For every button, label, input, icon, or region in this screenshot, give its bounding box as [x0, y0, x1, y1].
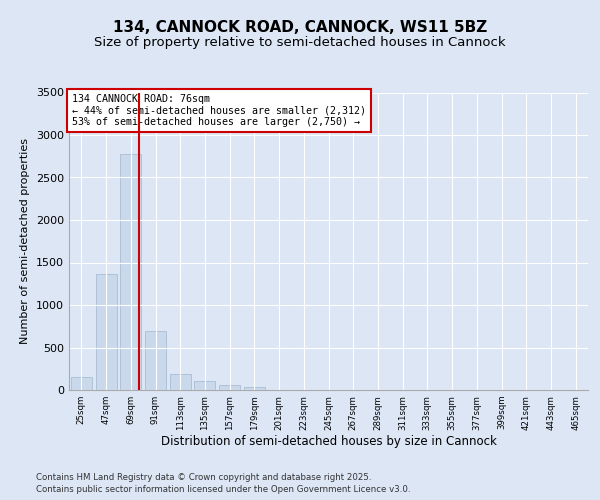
Bar [194, 380, 215, 390]
Bar [219, 386, 240, 390]
Bar [145, 330, 166, 390]
Text: Size of property relative to semi-detached houses in Cannock: Size of property relative to semi-detach… [94, 36, 506, 49]
X-axis label: Distribution of semi-detached houses by size in Cannock: Distribution of semi-detached houses by … [161, 436, 496, 448]
Bar [95, 274, 116, 390]
Text: 134, CANNOCK ROAD, CANNOCK, WS11 5BZ: 134, CANNOCK ROAD, CANNOCK, WS11 5BZ [113, 20, 487, 35]
Bar [71, 377, 92, 390]
Text: 134 CANNOCK ROAD: 76sqm
← 44% of semi-detached houses are smaller (2,312)
53% of: 134 CANNOCK ROAD: 76sqm ← 44% of semi-de… [71, 94, 365, 127]
Bar [120, 154, 141, 390]
Text: Contains HM Land Registry data © Crown copyright and database right 2025.: Contains HM Land Registry data © Crown c… [36, 472, 371, 482]
Y-axis label: Number of semi-detached properties: Number of semi-detached properties [20, 138, 31, 344]
Text: Contains public sector information licensed under the Open Government Licence v3: Contains public sector information licen… [36, 485, 410, 494]
Bar [244, 386, 265, 390]
Bar [170, 374, 191, 390]
